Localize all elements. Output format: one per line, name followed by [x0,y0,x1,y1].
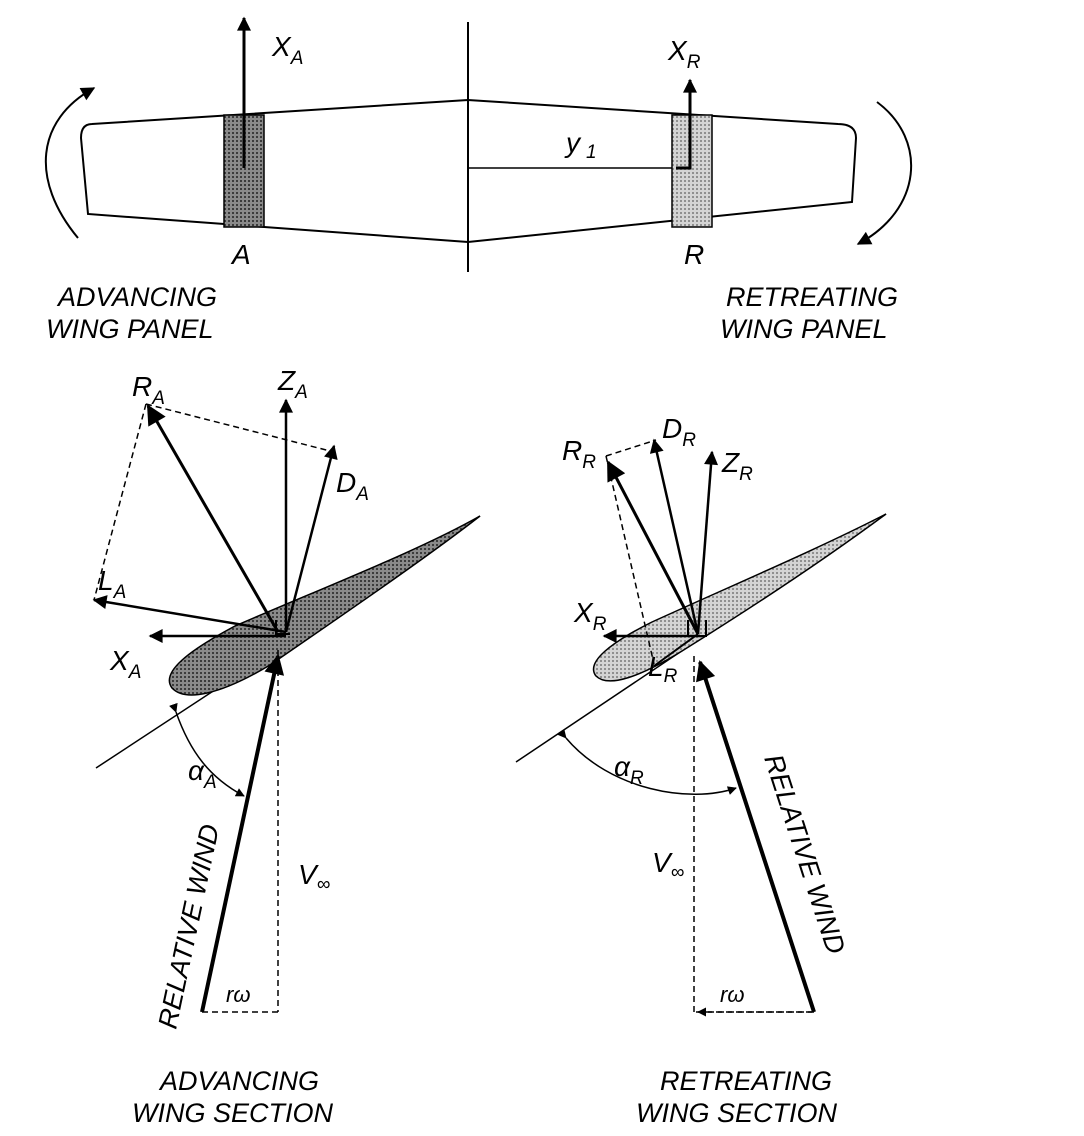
retreating-airfoil [594,514,886,681]
retreating-x-label: XR [573,597,607,635]
retreating-section-caption-line2: WING SECTION [636,1098,837,1128]
advancing-alpha-label: αA [188,755,217,793]
strip-a-label: A [230,239,251,270]
retreating-r-omega-label: rω [720,982,744,1007]
advancing-panel-label-line1: ADVANCING [56,282,217,312]
retreating-d-vector [654,440,698,634]
advancing-r-omega-label: rω [226,982,250,1007]
advancing-d-label: DA [336,467,369,505]
retreating-z-label: ZR [721,447,753,485]
retreating-parallelogram-left [606,456,654,664]
advancing-panel-label-line2: WING PANEL [46,314,214,344]
retreating-alpha-arc [566,738,736,794]
retreating-parallelogram-top [606,440,656,456]
retreating-rotation-arrow [858,102,911,244]
advancing-rotation-arrow [46,88,94,238]
advancing-parallelogram-top [146,404,334,452]
retreating-panel-label-line2: WING PANEL [720,314,888,344]
advancing-airfoil [169,516,480,695]
wing-planform [81,22,856,272]
retreating-v-inf-label: V∞ [652,847,684,883]
advancing-x-label: XA [109,645,141,683]
x-r-planform-label: XR [667,35,701,73]
advancing-relative-wind-label: RELATIVE WIND [153,822,226,1032]
advancing-section-caption-line2: WING SECTION [132,1098,333,1128]
retreating-panel-label-line1: RETREATING [726,282,898,312]
x-a-planform-label: XA [271,31,303,69]
retreating-alpha-label: αR [614,751,644,789]
advancing-l-label: LA [98,565,126,603]
advancing-z-label: ZA [277,365,308,403]
retreating-section-caption-line1: RETREATING [660,1066,832,1096]
retreating-r-vector [608,462,698,634]
retreating-strip-r [672,115,712,227]
advancing-v-inf-label: V∞ [298,859,330,895]
advancing-r-vector [148,406,278,632]
advancing-section-caption-line1: ADVANCING [158,1066,319,1096]
strip-r-label: R [684,239,704,270]
retreating-d-label: DR [662,413,696,451]
retreating-r-label: RR [562,435,596,473]
retreating-relative-wind-label: RELATIVE WIND [758,751,851,958]
advancing-r-label: RA [132,371,165,409]
advancing-section [94,400,480,1012]
